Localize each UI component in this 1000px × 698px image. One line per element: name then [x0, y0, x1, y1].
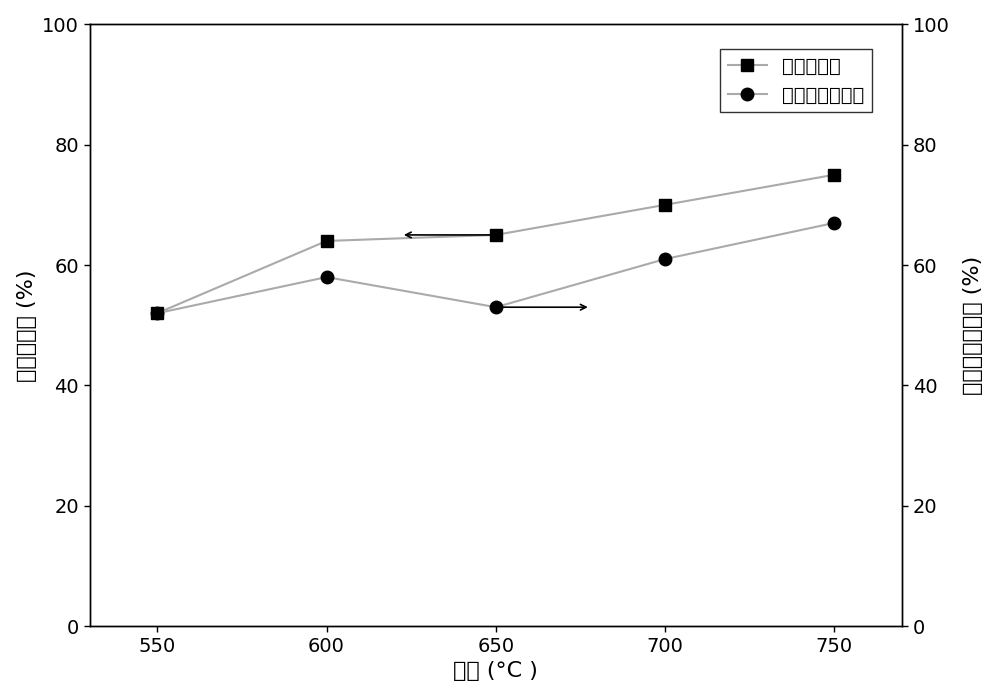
一氧化碳选择性	[828, 218, 840, 227]
Line: 一氧化碳选择性: 一氧化碳选择性	[151, 216, 841, 320]
一氧化碳选择性	[321, 273, 333, 281]
一氧化碳选择性	[659, 255, 671, 263]
Y-axis label: 甲烷转化率 (%): 甲烷转化率 (%)	[17, 269, 37, 382]
甲烷转化率	[659, 200, 671, 209]
X-axis label: 温度 (°C ): 温度 (°C )	[453, 661, 538, 681]
甲烷转化率	[828, 170, 840, 179]
一氧化碳选择性	[490, 303, 502, 311]
Legend: 甲烷转化率, 一氧化碳选择性: 甲烷转化率, 一氧化碳选择性	[720, 49, 872, 112]
一氧化碳选择性	[151, 309, 163, 318]
Y-axis label: 一氧化碳转化率 (%): 一氧化碳转化率 (%)	[963, 255, 983, 395]
甲烷转化率	[321, 237, 333, 245]
甲烷转化率	[151, 309, 163, 318]
Line: 甲烷转化率: 甲烷转化率	[152, 169, 840, 319]
甲烷转化率	[490, 231, 502, 239]
